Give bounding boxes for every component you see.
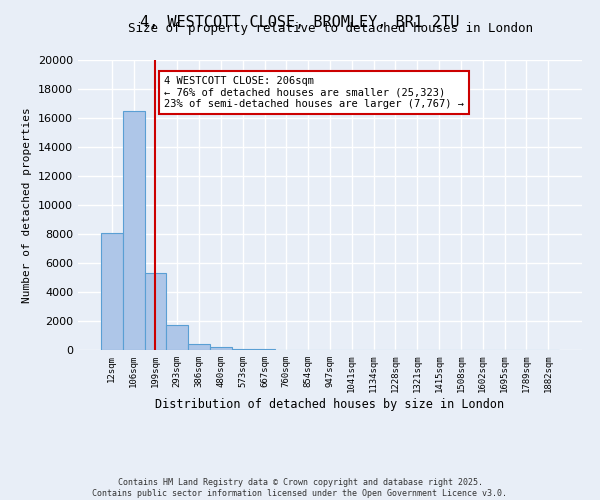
Text: 4, WESTCOTT CLOSE, BROMLEY, BR1 2TU: 4, WESTCOTT CLOSE, BROMLEY, BR1 2TU [140, 15, 460, 30]
Bar [188, 344, 210, 350]
Bar [210, 347, 232, 350]
Bar [101, 232, 123, 350]
Title: Size of property relative to detached houses in London: Size of property relative to detached ho… [128, 22, 533, 35]
Bar [166, 326, 188, 350]
Bar [145, 273, 166, 350]
X-axis label: Distribution of detached houses by size in London: Distribution of detached houses by size … [155, 398, 505, 411]
Bar [123, 111, 145, 350]
Bar [232, 348, 254, 350]
Text: Contains HM Land Registry data © Crown copyright and database right 2025.
Contai: Contains HM Land Registry data © Crown c… [92, 478, 508, 498]
Y-axis label: Number of detached properties: Number of detached properties [22, 107, 32, 303]
Text: 4 WESTCOTT CLOSE: 206sqm
← 76% of detached houses are smaller (25,323)
23% of se: 4 WESTCOTT CLOSE: 206sqm ← 76% of detach… [164, 76, 464, 109]
